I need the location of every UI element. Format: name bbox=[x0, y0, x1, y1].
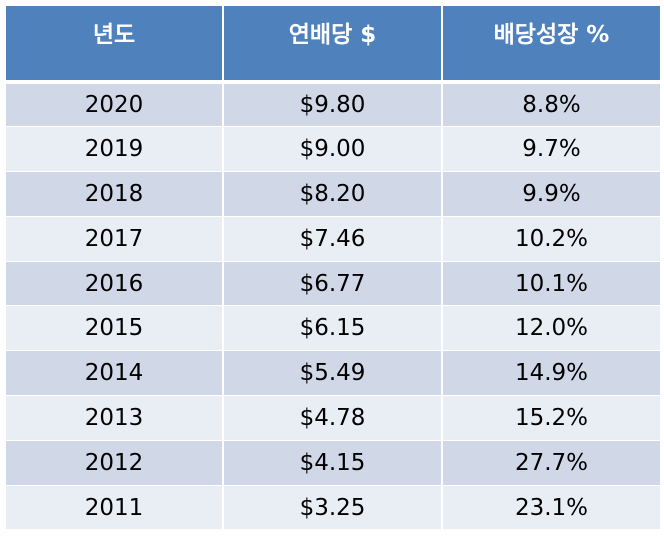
table-row: 2012 $4.15 27.7% bbox=[6, 440, 660, 486]
table-row: 2019 $9.00 9.7% bbox=[6, 126, 660, 173]
year-cell: 2014 bbox=[6, 350, 224, 397]
annual-dividend-cell: $6.15 bbox=[223, 305, 443, 352]
annual-dividend-cell: $9.00 bbox=[223, 126, 443, 173]
dividend-growth-cell: 14.9% bbox=[442, 350, 660, 397]
header-year: 년도 bbox=[6, 6, 224, 84]
table-body: 2020 $9.80 8.8% 2019 $9.00 9.7% 2018 $8.20 9.9% 2… bbox=[6, 82, 660, 531]
dividend-growth-cell: 27.7% bbox=[442, 440, 660, 486]
dividend-growth-cell: 10.2% bbox=[442, 216, 660, 262]
year-cell: 2015 bbox=[6, 305, 224, 352]
annual-dividend-cell: $7.46 bbox=[223, 216, 443, 262]
table-row: 2011 $3.25 23.1% bbox=[6, 485, 660, 531]
header-row: 년도 연배당 $ 배당성장 % bbox=[6, 6, 660, 84]
year-cell: 2012 bbox=[6, 440, 224, 486]
dividend-growth-cell: 9.9% bbox=[442, 171, 660, 217]
year-cell: 2019 bbox=[6, 126, 224, 173]
annual-dividend-cell: $9.80 bbox=[223, 82, 443, 128]
table-row: 2018 $8.20 9.9% bbox=[6, 171, 660, 217]
annual-dividend-cell: $4.15 bbox=[223, 440, 443, 486]
year-cell: 2011 bbox=[6, 485, 224, 531]
dividend-growth-cell: 10.1% bbox=[442, 261, 660, 307]
annual-dividend-cell: $5.49 bbox=[223, 350, 443, 397]
dividend-growth-cell: 23.1% bbox=[442, 485, 660, 531]
year-cell: 2018 bbox=[6, 171, 224, 217]
dividend-growth-cell: 9.7% bbox=[442, 126, 660, 173]
annual-dividend-cell: $8.20 bbox=[223, 171, 443, 217]
annual-dividend-cell: $3.25 bbox=[223, 485, 443, 531]
year-cell: 2020 bbox=[6, 82, 224, 128]
table-row: 2020 $9.80 8.8% bbox=[6, 82, 660, 128]
dividend-growth-cell: 12.0% bbox=[442, 305, 660, 352]
table-row: 2017 $7.46 10.2% bbox=[6, 216, 660, 262]
table-row: 2013 $4.78 15.2% bbox=[6, 395, 660, 441]
header-annual-dividend: 연배당 $ bbox=[223, 6, 443, 84]
dividend-table-container: 년도 연배당 $ 배당성장 % 2020 $9.80 8.8% 2019 $9.00 9.… bbox=[6, 6, 660, 531]
table-row: 2014 $5.49 14.9% bbox=[6, 350, 660, 397]
dividend-growth-cell: 15.2% bbox=[442, 395, 660, 441]
table-row: 2015 $6.15 12.0% bbox=[6, 305, 660, 352]
year-cell: 2017 bbox=[6, 216, 224, 262]
year-cell: 2013 bbox=[6, 395, 224, 441]
dividend-table: 년도 연배당 $ 배당성장 % 2020 $9.80 8.8% 2019 $9.00 9.… bbox=[6, 6, 660, 531]
dividend-growth-cell: 8.8% bbox=[442, 82, 660, 128]
header-dividend-growth: 배당성장 % bbox=[442, 6, 660, 84]
table-row: 2016 $6.77 10.1% bbox=[6, 261, 660, 307]
year-cell: 2016 bbox=[6, 261, 224, 307]
annual-dividend-cell: $4.78 bbox=[223, 395, 443, 441]
table-header: 년도 연배당 $ 배당성장 % bbox=[6, 6, 660, 84]
annual-dividend-cell: $6.77 bbox=[223, 261, 443, 307]
